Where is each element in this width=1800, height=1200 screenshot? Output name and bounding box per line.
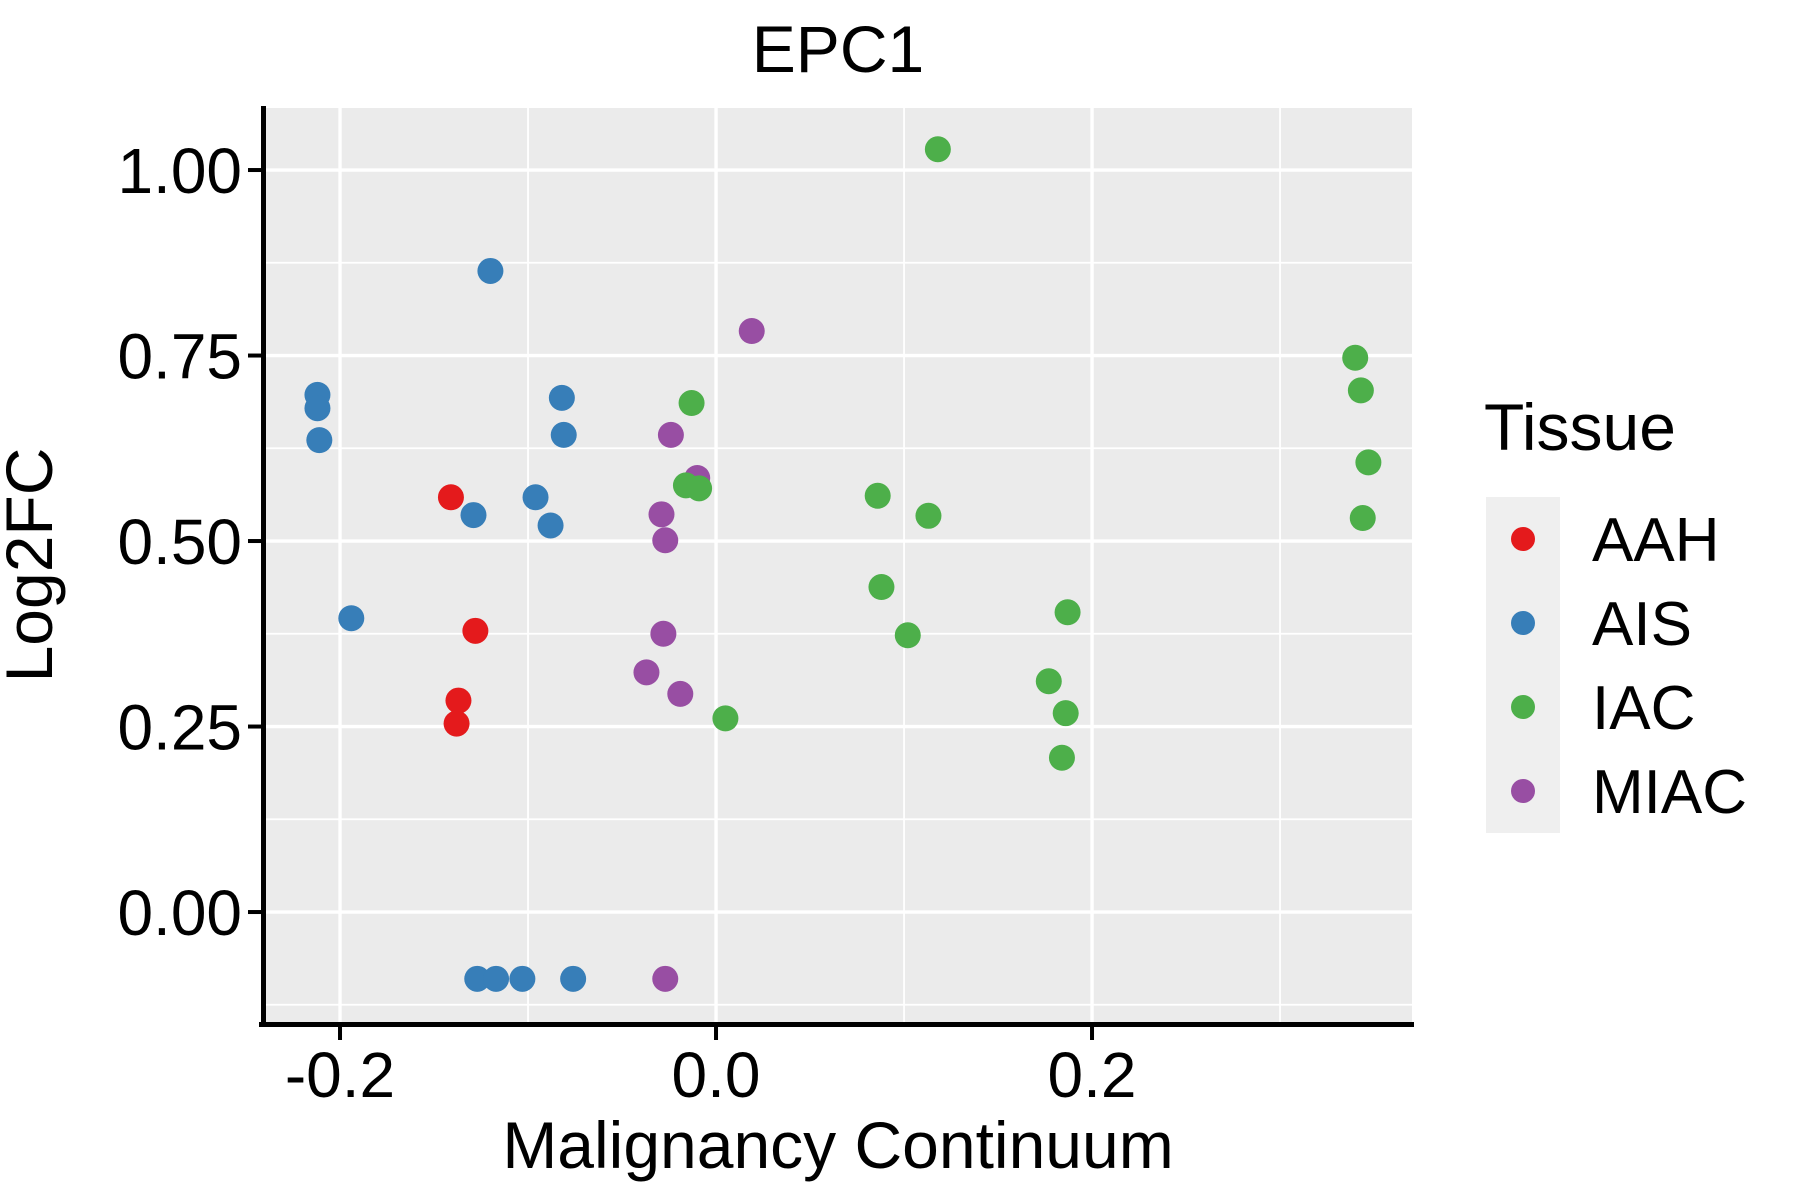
y-axis-spine	[261, 106, 266, 1027]
plot-panel	[265, 108, 1412, 1022]
data-point-AIS	[537, 512, 564, 539]
legend-title: Tissue	[1484, 390, 1676, 464]
legend-label-MIAC: MIAC	[1592, 758, 1747, 827]
data-point-MIAC	[652, 965, 679, 992]
y-tick-labels: 0.00 0.25 0.50 0.75 1.00	[117, 135, 242, 949]
data-point-IAC	[868, 574, 895, 601]
legend-key-dot-AAH	[1511, 527, 1535, 551]
data-point-IAC	[1035, 668, 1062, 695]
data-point-MIAC	[738, 318, 765, 345]
data-point-IAC	[1054, 599, 1081, 626]
y-tick-label: 0.75	[117, 321, 242, 393]
x-tick-label: -0.2	[285, 1039, 395, 1111]
legend-key-dot-AIS	[1511, 611, 1535, 635]
data-point-AIS	[306, 427, 333, 454]
x-tick-mark	[714, 1027, 719, 1040]
data-point-AIS	[522, 484, 549, 511]
data-point-IAC	[924, 136, 951, 163]
data-point-AAH	[462, 617, 489, 644]
y-axis-title: Log2FC	[0, 448, 66, 683]
x-axis-title: Malignancy Continuum	[502, 1108, 1173, 1182]
data-point-AIS	[483, 965, 510, 992]
y-tick-mark	[248, 539, 261, 544]
data-point-AAH	[437, 484, 464, 511]
data-point-MIAC	[648, 501, 675, 528]
data-point-MIAC	[652, 527, 679, 554]
data-point-AIS	[550, 421, 577, 448]
legend-label-AAH: AAH	[1592, 506, 1719, 575]
legend-label-IAC: IAC	[1592, 674, 1695, 743]
y-tick-label: 0.50	[117, 506, 242, 578]
data-point-IAC	[1342, 344, 1369, 371]
y-tick-label: 1.00	[117, 135, 242, 207]
y-tick-mark	[248, 910, 261, 915]
data-point-MIAC	[633, 659, 660, 686]
minor-gridlines	[265, 108, 1412, 1022]
y-tick-label: 0.25	[117, 692, 242, 764]
y-tick-mark	[248, 168, 261, 173]
data-point-IAC	[1048, 744, 1075, 771]
axis-tick-marks	[248, 168, 1095, 1040]
major-gridlines	[265, 108, 1412, 1022]
data-point-MIAC	[667, 680, 694, 707]
x-axis-spine	[259, 1022, 1414, 1027]
data-point-AIS	[509, 965, 536, 992]
data-point-IAC	[1355, 449, 1382, 476]
data-point-MIAC	[650, 620, 677, 647]
data-point-IAC	[915, 502, 942, 529]
legend-key-dot-MIAC	[1511, 779, 1535, 803]
x-tick-mark	[1090, 1027, 1095, 1040]
data-point-IAC	[686, 475, 713, 502]
scatter-points	[304, 136, 1382, 992]
data-point-IAC	[1349, 505, 1376, 532]
data-point-AIS	[338, 605, 365, 632]
data-point-IAC	[894, 622, 921, 649]
data-point-AAH	[445, 687, 472, 714]
data-point-AIS	[304, 395, 331, 422]
x-tick-label: 0.2	[1048, 1039, 1137, 1111]
x-tick-mark	[338, 1027, 343, 1040]
x-tick-label: 0.0	[672, 1039, 761, 1111]
y-tick-mark	[248, 724, 261, 729]
y-tick-label: 0.00	[117, 877, 242, 949]
data-point-AIS	[477, 257, 504, 284]
legend-key-dot-IAC	[1511, 695, 1535, 719]
plot-title: EPC1	[752, 12, 924, 86]
data-point-AIS	[464, 965, 491, 992]
data-point-MIAC	[657, 421, 684, 448]
data-point-IAC	[678, 390, 705, 417]
data-point-AIS	[560, 965, 587, 992]
data-point-IAC	[1052, 700, 1079, 727]
data-point-IAC	[712, 705, 739, 732]
legend-label-AIS: AIS	[1592, 590, 1692, 659]
data-point-AAH	[443, 710, 470, 737]
x-tick-labels: -0.2 0.0 0.2	[285, 1039, 1137, 1111]
data-point-AIS	[460, 502, 487, 529]
legend: Tissue AAH AIS IAC MIAC	[1484, 390, 1747, 833]
data-point-IAC	[864, 482, 891, 509]
legend-keys: AAH AIS IAC MIAC	[1486, 497, 1747, 833]
data-point-IAC	[1347, 377, 1374, 404]
data-point-AIS	[548, 384, 575, 411]
y-tick-mark	[248, 353, 261, 358]
